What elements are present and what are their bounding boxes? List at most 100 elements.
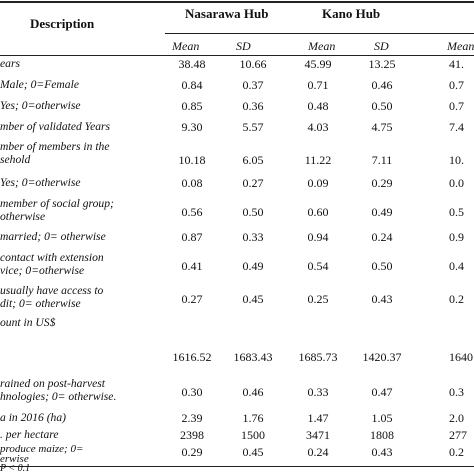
nasarawa-sd: 1.76 <box>242 411 264 425</box>
third-hub-mean: 1640 <box>449 350 473 364</box>
nasarawa-sd: 0.37 <box>242 78 264 92</box>
kano-sd: 1.05 <box>371 411 393 425</box>
description-header: Description <box>30 16 95 31</box>
kano-mean: 1.47 <box>307 411 329 425</box>
nasarawa-sd: 0.50 <box>242 205 264 219</box>
kano-mean: 0.48 <box>307 99 329 113</box>
nasarawa-sd: 0.33 <box>242 230 264 244</box>
third-hub-mean: 0.2 <box>449 445 464 459</box>
nasarawa-mean: 0.30 <box>181 385 203 399</box>
sub-header-sd-2: SD <box>374 39 389 53</box>
kano-sd: 0.24 <box>371 230 393 244</box>
nasarawa-mean: 10.18 <box>178 153 206 167</box>
nasarawa-mean: 0.41 <box>181 259 203 273</box>
header-bottom-rule <box>0 55 474 56</box>
nasarawa-mean: 0.84 <box>181 78 203 92</box>
row-description: . per hectare <box>0 428 59 441</box>
row-description: Yes; 0=otherwise <box>0 176 81 189</box>
nasarawa-mean: 0.85 <box>181 99 203 113</box>
kano-mean: 0.60 <box>307 205 329 219</box>
sub-header-sd-1: SD <box>236 39 251 53</box>
top-rule <box>0 1 474 3</box>
nasarawa-mean: 38.48 <box>178 57 206 71</box>
hub-header-rule <box>165 33 474 34</box>
nasarawa-sd: 0.36 <box>242 99 264 113</box>
third-hub-mean: 0.0 <box>449 176 464 190</box>
kano-sd: 0.46 <box>371 78 393 92</box>
kano-mean: 0.71 <box>307 78 329 92</box>
third-hub-mean: 0.7 <box>449 99 464 113</box>
kano-mean: 0.33 <box>307 385 329 399</box>
nasarawa-mean: 0.08 <box>181 176 203 190</box>
nasarawa-sd: 0.49 <box>242 259 264 273</box>
third-hub-mean: 0.4 <box>449 259 464 273</box>
third-hub-mean: 41. <box>449 57 464 71</box>
row-description: Male; 0=Female <box>0 78 79 91</box>
kano-sd: 13.25 <box>368 57 396 71</box>
sub-header-mean-1: Mean <box>172 39 200 53</box>
kano-sd: 0.49 <box>371 205 393 219</box>
third-hub-mean: 0.3 <box>449 385 464 399</box>
kano-sd: 7.11 <box>371 153 393 167</box>
kano-sd: 0.50 <box>371 99 393 113</box>
nasarawa-sd: 0.45 <box>242 445 264 459</box>
nasarawa-sd: 10.66 <box>239 57 267 71</box>
kano-sd: 1808 <box>370 428 394 442</box>
row-description: mber of validated Years <box>0 120 111 133</box>
kano-sd: 0.47 <box>371 385 393 399</box>
kano-mean: 0.25 <box>307 292 329 306</box>
third-hub-mean: 0.5 <box>449 205 464 219</box>
third-hub-mean: 277 <box>449 428 467 442</box>
kano-mean: 45.99 <box>304 57 332 71</box>
row-description: Yes; 0=otherwise <box>0 99 81 112</box>
nasarawa-sd: 1683.43 <box>233 350 273 364</box>
kano-mean: 4.03 <box>307 120 329 134</box>
significance-note: P < 0.1 <box>0 463 31 474</box>
third-hub-mean: 0.7 <box>449 78 464 92</box>
nasarawa-sd: 6.05 <box>242 153 264 167</box>
third-hub-mean: 0.2 <box>449 292 464 306</box>
bottom-rule <box>0 466 474 467</box>
kano-mean: 3471 <box>306 428 330 442</box>
nasarawa-mean: 9.30 <box>181 120 203 134</box>
kano-mean: 11.22 <box>304 153 332 167</box>
row-description: mber of members in the sehold <box>0 140 110 166</box>
nasarawa-sd: 1500 <box>241 428 265 442</box>
nasarawa-mean: 2.39 <box>181 411 203 425</box>
kano-mean: 1685.73 <box>298 350 338 364</box>
nasarawa-sd: 0.46 <box>242 385 264 399</box>
kano-sd: 4.75 <box>371 120 393 134</box>
kano-mean: 0.09 <box>307 176 329 190</box>
third-hub-mean: 0.9 <box>449 230 464 244</box>
nasarawa-mean: 2398 <box>180 428 204 442</box>
row-description: married; 0= otherwise <box>0 230 106 243</box>
kano-sd: 0.50 <box>371 259 393 273</box>
third-hub-mean: 7.4 <box>449 120 464 134</box>
row-description: ears <box>0 57 20 70</box>
row-description: contact with extension vice; 0=otherwise <box>0 251 104 277</box>
kano-sd: 1420.37 <box>362 350 402 364</box>
nasarawa-hub-header: Nasarawa Hub <box>185 6 269 21</box>
nasarawa-sd: 0.27 <box>242 176 264 190</box>
row-description: rained on post-harvest hnologies; 0= othe… <box>0 377 117 403</box>
sub-header-mean-2: Mean <box>308 39 336 53</box>
sub-header-mean-3: Mean <box>447 39 474 53</box>
row-description: a in 2016 (ha) <box>0 411 67 424</box>
third-hub-mean: 2.0 <box>449 411 464 425</box>
nasarawa-mean: 0.27 <box>181 292 203 306</box>
row-description: usually have access to dit; 0= otherwise <box>0 284 104 310</box>
row-description: ount in US$ <box>0 316 56 329</box>
nasarawa-mean: 0.29 <box>181 445 203 459</box>
nasarawa-mean: 1616.52 <box>172 350 212 364</box>
row-description: member of social group; otherwise <box>0 197 114 223</box>
nasarawa-sd: 5.57 <box>242 120 264 134</box>
kano-sd: 0.43 <box>371 292 393 306</box>
kano-mean: 0.24 <box>307 445 329 459</box>
kano-hub-header: Kano Hub <box>322 6 381 21</box>
third-hub-mean: 10. <box>449 153 464 167</box>
nasarawa-mean: 0.56 <box>181 205 203 219</box>
kano-sd: 0.43 <box>371 445 393 459</box>
kano-mean: 0.94 <box>307 230 329 244</box>
nasarawa-mean: 0.87 <box>181 230 203 244</box>
